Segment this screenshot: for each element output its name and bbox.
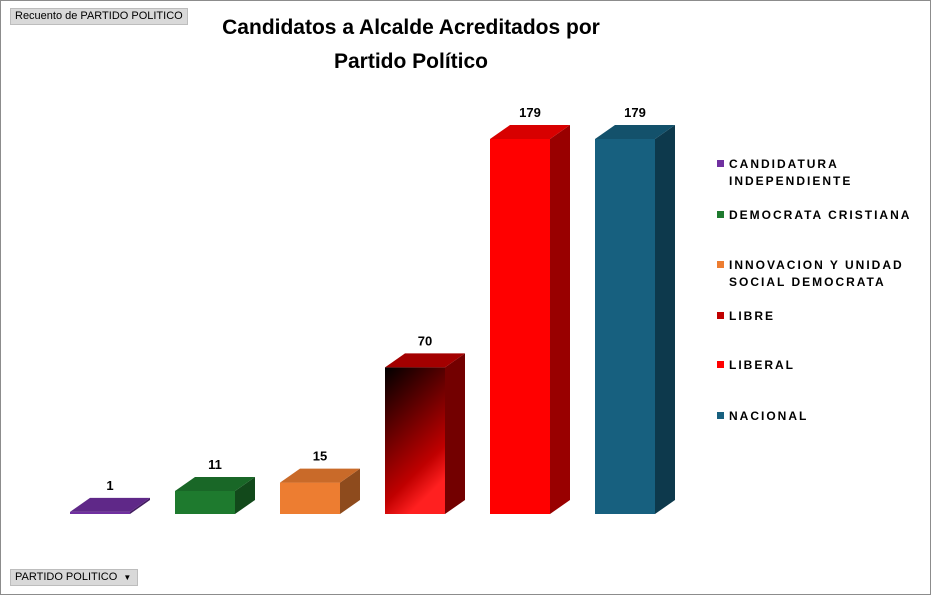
- bar-side: [130, 497, 150, 514]
- bar: [595, 139, 655, 514]
- data-label: 179: [519, 105, 541, 120]
- legend-entry: NACIONAL: [717, 408, 922, 425]
- legend-entry: DEMOCRATA CRISTIANA: [717, 207, 922, 224]
- bar-side: [445, 353, 465, 514]
- data-label: 70: [418, 333, 432, 348]
- legend-label: CANDIDATURA INDEPENDIENTE: [729, 157, 853, 188]
- bar: [175, 490, 235, 514]
- bar-top: [70, 497, 150, 512]
- legend-swatch: [717, 261, 724, 268]
- legend-entry: CANDIDATURA INDEPENDIENTE: [717, 156, 922, 190]
- legend-entry: LIBRE: [717, 308, 922, 325]
- legend-swatch: [717, 160, 724, 167]
- legend-label: NACIONAL: [729, 409, 809, 423]
- legend-label: LIBRE: [729, 309, 775, 323]
- bar-side: [550, 125, 570, 514]
- bar-side: [235, 476, 255, 514]
- bar-top: [490, 125, 570, 139]
- legend-entry: LIBERAL: [717, 357, 922, 374]
- bar: [70, 511, 130, 514]
- dropdown-arrow: ▼: [123, 573, 132, 582]
- axis-field-label: PARTIDO POLITICO: [15, 571, 118, 583]
- legend-label: DEMOCRATA CRISTIANA: [729, 208, 912, 222]
- legend-swatch: [717, 361, 724, 368]
- legend-label: INNOVACION Y UNIDAD SOCIAL DEMOCRATA: [729, 258, 904, 289]
- bar: [490, 139, 550, 514]
- axis-field-button[interactable]: PARTIDO POLITICO ▼: [10, 569, 139, 586]
- bar-top: [175, 476, 255, 491]
- bar-side: [655, 125, 675, 514]
- chart-title: Candidatos a Alcalde Acreditados por Par…: [222, 16, 600, 73]
- legend-swatch: [717, 412, 724, 419]
- legend-entry: INNOVACION Y UNIDAD SOCIAL DEMOCRATA: [717, 257, 922, 291]
- data-label: 179: [624, 105, 646, 120]
- value-field-button[interactable]: Recuento de PARTIDO POLITICO: [10, 8, 188, 25]
- legend-swatch: [717, 312, 724, 319]
- data-label: 15: [313, 449, 327, 464]
- data-label: 11: [208, 457, 222, 472]
- bar: [385, 367, 445, 514]
- legend-swatch: [717, 211, 724, 218]
- bar-side: [340, 468, 360, 514]
- bar-top: [280, 468, 360, 483]
- bar-top: [595, 125, 675, 139]
- data-label: 1: [106, 478, 113, 493]
- legend-label: LIBERAL: [729, 358, 795, 372]
- bar-top: [385, 353, 465, 368]
- bar: [280, 482, 340, 514]
